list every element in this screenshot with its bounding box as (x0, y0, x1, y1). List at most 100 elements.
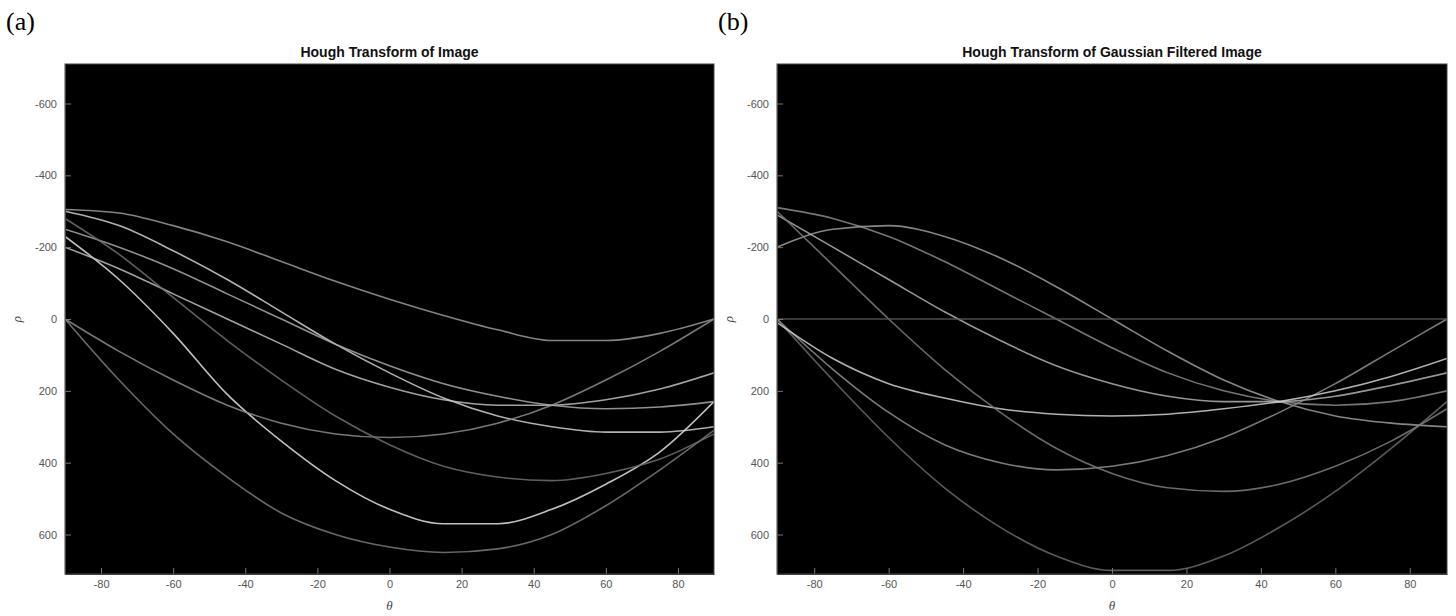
x-tick-mark (963, 568, 964, 574)
curve (65, 211, 714, 432)
y-tick: 600 (39, 529, 71, 541)
y-tick-label: -200 (35, 241, 57, 253)
x-tick: -60 (881, 568, 897, 590)
x-tick-mark (889, 568, 890, 574)
curve (777, 319, 1447, 470)
y-tick: -600 (747, 98, 783, 110)
y-tick-label: 400 (39, 457, 57, 469)
x-tick: -20 (310, 568, 326, 590)
x-tick: -60 (166, 568, 182, 590)
x-tick: 0 (387, 568, 393, 590)
curve (777, 226, 1447, 427)
curve (777, 319, 1447, 570)
x-tick-label: 0 (1109, 578, 1115, 590)
y-tick: 200 (39, 385, 71, 397)
y-tick-mark (65, 391, 71, 392)
x-tick-label: -20 (310, 578, 326, 590)
x-tick-label: 60 (600, 578, 612, 590)
figure: -80-60-40-20020406080-600-400-2000200400… (0, 0, 1456, 616)
x-tick-label: -20 (1030, 578, 1046, 590)
curve (65, 247, 714, 405)
plot-background (65, 64, 714, 574)
y-tick: -400 (35, 169, 71, 181)
title: Hough Transform of Image (300, 44, 478, 60)
x-tick-mark (390, 568, 391, 574)
y-axis: -600 -400 -200 0 200 400 600 (35, 65, 71, 575)
x-tick: 0 (1109, 568, 1115, 590)
x-tick: 60 (1330, 568, 1342, 590)
y-tick-mark (777, 391, 783, 392)
curve (65, 236, 714, 523)
panel-label: (a) (6, 7, 35, 36)
y-tick: 0 (51, 313, 71, 325)
x-axis: -80 -60 -40 -20 0 20 40 60 80 (778, 568, 1448, 590)
y-tick-mark (777, 104, 783, 105)
x-tick-mark (1038, 568, 1039, 574)
x-tick: -80 (807, 568, 823, 590)
y-tick-label: 200 (39, 385, 57, 397)
x-tick-label: -40 (238, 578, 254, 590)
x-tick: 20 (456, 568, 468, 590)
panel: -80-60-40-20020406080-600-400-2000200400… (6, 7, 715, 613)
x-tick: -40 (956, 568, 972, 590)
y-tick: -600 (35, 98, 71, 110)
x-tick: -80 (94, 568, 110, 590)
panel-label: (b) (718, 7, 748, 36)
x-tick-mark (814, 568, 815, 574)
x-axis: -80-60-40-20020406080 (66, 568, 715, 590)
x-tick-label: -80 (94, 578, 110, 590)
y-tick-mark (777, 247, 783, 248)
curve (777, 208, 1447, 406)
y-axis: -600-400-2000200400600 (747, 65, 783, 575)
y-tick-mark (777, 319, 783, 320)
x-tick-mark (245, 568, 246, 574)
x-tick-mark (1186, 568, 1187, 574)
y-tick-mark (777, 175, 783, 176)
x-tick-mark (462, 568, 463, 574)
y-tick-label: -400 (35, 169, 57, 181)
x-tick-label: -40 (956, 578, 972, 590)
curves (777, 208, 1447, 571)
y-tick-mark (65, 463, 71, 464)
y-tick-label: -600 (747, 98, 769, 110)
x-tick-label: 20 (456, 578, 468, 590)
y-tick-mark (777, 534, 783, 535)
x-tick: 20 (1181, 568, 1193, 590)
x-tick-mark (1335, 568, 1336, 574)
curve (777, 318, 1447, 320)
title: Hough Transform of Gaussian Filtered Ima… (962, 44, 1262, 60)
y-tick: -200 (747, 241, 783, 253)
x-tick-label: 60 (1330, 578, 1342, 590)
x-tick-label: 40 (1255, 578, 1267, 590)
y-tick: 600 (751, 529, 783, 541)
x-tick-mark (1112, 568, 1113, 574)
y-tick-mark (65, 104, 71, 105)
x-tick: -20 (1030, 568, 1046, 590)
y-axis-title: ρ (9, 316, 24, 323)
y-tick-label: 0 (51, 313, 57, 325)
x-tick-mark (101, 568, 102, 574)
x-tick-label: -60 (881, 578, 897, 590)
plot-frame (777, 64, 1447, 574)
x-tick-mark (173, 568, 174, 574)
y-tick-label: 600 (39, 529, 57, 541)
x-tick-label: 80 (1404, 578, 1416, 590)
plot-frame (65, 64, 714, 574)
x-tick-mark (317, 568, 318, 574)
y-axis-title: ρ (721, 316, 736, 323)
x-tick: 80 (1404, 568, 1416, 590)
curves (65, 209, 714, 552)
y-tick-label: -200 (747, 241, 769, 253)
y-tick-label: -400 (747, 169, 769, 181)
x-tick: 40 (1255, 568, 1267, 590)
x-tick-mark (1261, 568, 1262, 574)
x-tick: 60 (600, 568, 612, 590)
panel: -80-60-40-20020406080-600-400-2000200400… (718, 7, 1448, 613)
curve (65, 319, 714, 552)
y-tick: -400 (747, 169, 783, 181)
y-tick-mark (777, 463, 783, 464)
y-tick-mark (65, 175, 71, 176)
y-tick-label: 600 (751, 529, 769, 541)
y-tick-label: -600 (35, 98, 57, 110)
x-tick-label: 20 (1181, 578, 1193, 590)
